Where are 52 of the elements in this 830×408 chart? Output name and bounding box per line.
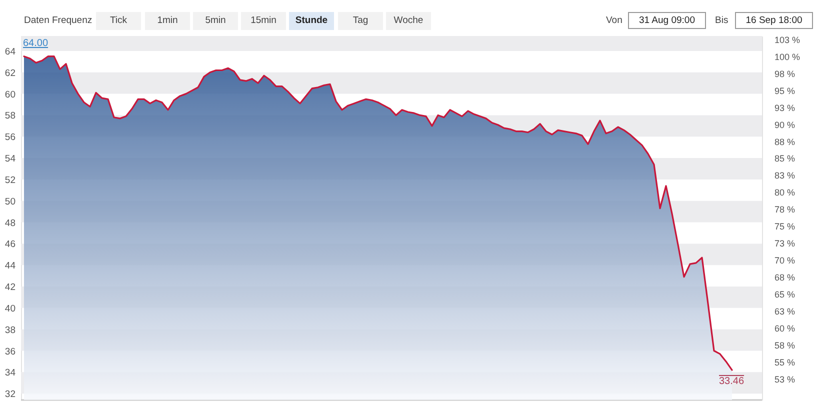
y-tick-label: 46 (4, 239, 16, 250)
y-tick-label: 34 (4, 368, 16, 379)
y2-tick-label: 75 % (774, 222, 796, 232)
y2-tick-label: 65 % (774, 290, 796, 300)
y-tick-label: 40 (4, 303, 16, 314)
y-tick-label: 38 (4, 324, 16, 336)
y2-tick-label: 53 % (774, 374, 796, 384)
y-tick-label: 58 (4, 110, 16, 122)
y2-tick-label: 90 % (774, 120, 796, 130)
frequency-button: 1min (145, 12, 190, 30)
y-tick-label: 52 (4, 174, 16, 186)
y-tick-label: 48 (4, 218, 16, 229)
y-tick-label: 60 (4, 89, 16, 100)
frequency-label: Daten Frequenz (24, 14, 92, 28)
frequency-button: Tag (338, 12, 383, 30)
y2-tick-label: 83 % (774, 170, 796, 181)
frequency-button: Woche (386, 12, 431, 30)
y2-tick-label: 73 % (774, 238, 796, 249)
frequency-button: 5min (193, 12, 238, 30)
date-label: Bis (715, 14, 728, 28)
date-field: 16 Sep 18:00 (735, 12, 813, 29)
y2-tick-label: 100 % (774, 52, 800, 62)
y2-tick-label: 98 % (774, 68, 796, 79)
date-label: Von (606, 14, 622, 28)
high-price-label: 64.00 (23, 38, 48, 49)
y2-tick-label: 95 % (774, 86, 796, 96)
y-tick-label: 50 (4, 196, 16, 208)
y-tick-label: 42 (4, 282, 16, 294)
frequency-button: Tick (96, 12, 141, 30)
y-tick-label: 56 (4, 132, 16, 144)
y2-tick-label: 70 % (774, 256, 796, 266)
y2-tick-label: 103 % (774, 34, 800, 45)
y2-tick-label: 88 % (774, 136, 796, 147)
frequency-button: Stunde (289, 12, 334, 30)
y2-tick-label: 85 % (774, 154, 796, 164)
y-tick-label: 36 (4, 346, 16, 358)
y2-tick-label: 58 % (774, 340, 796, 350)
y-tick-label: 62 (4, 68, 16, 79)
date-field: 31 Aug 09:00 (628, 12, 706, 29)
low-price-label: 33.46 (719, 376, 744, 387)
y-tick-label: 54 (4, 154, 16, 165)
y2-tick-label: 60 % (774, 324, 796, 334)
y-tick-label: 44 (4, 260, 16, 272)
y2-tick-label: 93 % (774, 102, 796, 113)
frequency-button: 15min (241, 12, 286, 30)
y2-tick-label: 78 % (774, 204, 796, 215)
y2-tick-label: 55 % (774, 357, 796, 368)
y-tick-label: 32 (4, 389, 16, 400)
y2-tick-label: 80 % (774, 188, 796, 198)
y-tick-label: 64 (4, 46, 16, 58)
y2-tick-label: 63 % (774, 306, 796, 317)
y2-tick-label: 68 % (774, 272, 796, 283)
